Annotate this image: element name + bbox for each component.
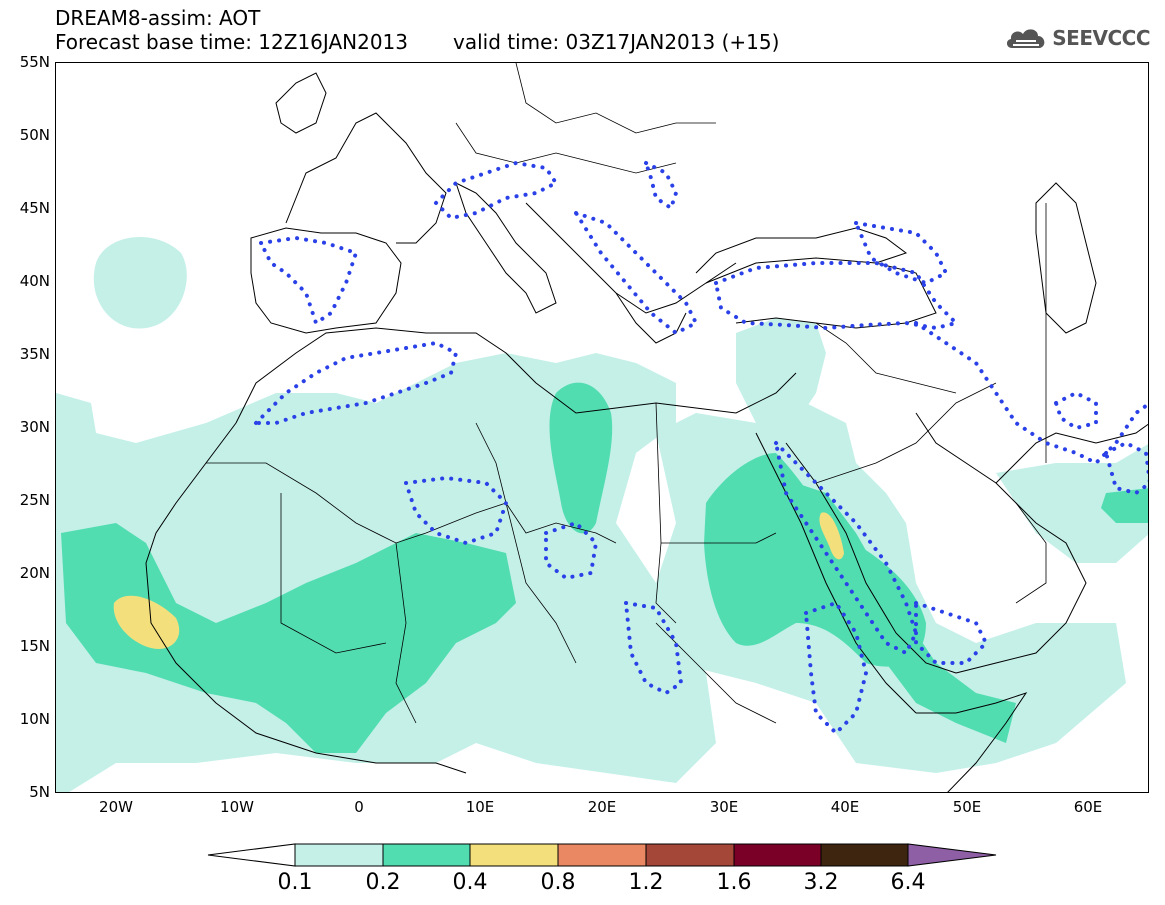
border-7 (395, 542, 417, 724)
border-1 (206, 462, 507, 544)
lat-label: 30N (19, 418, 50, 436)
seevccc-logo: SEEVCCC (1004, 24, 1150, 52)
lat-label: 25N (19, 491, 50, 509)
border-9 (815, 382, 997, 484)
balkans-coast (525, 202, 737, 314)
lon-label: 50E (952, 798, 982, 816)
legend-cell (294, 843, 384, 867)
legend-cell (645, 843, 735, 867)
lat-label: 45N (19, 199, 50, 217)
border-6 (505, 502, 577, 664)
lat-label: 35N (19, 345, 50, 363)
aot-red-sea-high (819, 512, 844, 560)
map-header: DREAM8-assim: AOT Forecast base time: 12… (55, 6, 779, 54)
lat-label: 50N (19, 126, 50, 144)
aot-atlantic-blob (93, 236, 187, 329)
lat-label: 40N (19, 272, 50, 290)
lon-label: 60E (1073, 798, 1103, 816)
coastlines (145, 72, 1148, 792)
lon-label: 20E (587, 798, 617, 816)
aot-libya-medium (549, 382, 613, 534)
france-coast (285, 112, 447, 244)
legend-label: 0.4 (452, 870, 488, 895)
contour-libya-south (544, 520, 599, 581)
aot-red-sea-medium (796, 483, 1016, 743)
lon-label: 40E (830, 798, 860, 816)
contour-balkans (571, 209, 699, 336)
border-13 (455, 122, 677, 174)
legend-cell-above (907, 843, 997, 867)
contour-iran-east (1053, 390, 1098, 431)
lon-label: 30E (709, 798, 739, 816)
caspian-coast (1035, 182, 1097, 334)
legend-cell-below (207, 843, 296, 867)
aot-gulf-medium (1101, 488, 1148, 523)
time-line: Forecast base time: 12Z16JAN2013 valid ti… (55, 30, 779, 54)
legend-label: 0.1 (277, 870, 313, 895)
map-frame (55, 62, 1149, 793)
greece-coast (615, 292, 687, 344)
britain-coast (275, 72, 327, 134)
contour-atlas (251, 340, 459, 425)
legend-label: 1.6 (716, 870, 752, 895)
lon-label: 10E (465, 798, 495, 816)
legend-cell (469, 843, 559, 867)
north-africa-coast (235, 327, 797, 424)
black-sea-coast (695, 227, 908, 274)
lon-label: 20W (99, 798, 133, 816)
contour-ethiopia (803, 600, 869, 736)
legend-label: 3.2 (803, 870, 839, 895)
border-2 (280, 493, 387, 654)
legend-label: 0.2 (365, 870, 401, 895)
lon-label: 0 (354, 798, 364, 816)
aot-band-0-4 (113, 512, 844, 649)
lat-label: 15N (19, 637, 50, 655)
lat-label: 20N (19, 564, 50, 582)
borders (206, 63, 1047, 724)
contour-darfur (623, 600, 684, 696)
contour-iberia (257, 235, 359, 327)
contour-zagros (914, 321, 1148, 466)
legend-label: 0.8 (540, 870, 576, 895)
aot-map (56, 63, 1148, 792)
persian-gulf-coast (995, 423, 1148, 484)
border-5 (661, 532, 777, 544)
border-4 (655, 402, 677, 624)
aot-levant-light (736, 318, 826, 423)
contour-carpathian (642, 159, 679, 212)
lat-label: 10N (19, 710, 50, 728)
legend-label: 6.4 (890, 870, 926, 895)
base-time: Forecast base time: 12Z16JAN2013 (55, 30, 408, 54)
lon-label: 10W (220, 798, 254, 816)
horn-africa-coast (916, 692, 1028, 792)
border-14 (515, 63, 716, 134)
map-title: DREAM8-assim: AOT (55, 6, 261, 30)
border-11 (815, 322, 957, 394)
iberia-coast (250, 227, 402, 334)
arabia-coast (915, 412, 1087, 674)
legend-cell (820, 843, 909, 867)
lat-label: 55N (19, 53, 50, 71)
border-10 (1015, 502, 1047, 604)
logo-text: SEEVCCC (1052, 26, 1150, 50)
cloud-icon (1007, 29, 1045, 48)
red-sea-west-coast (755, 432, 917, 714)
border-3 (475, 422, 617, 544)
legend-cell (733, 843, 822, 867)
italy-coast (455, 182, 557, 314)
contour-yemen (914, 600, 989, 665)
legend-label: 1.2 (628, 870, 664, 895)
lat-label: 5N (29, 783, 50, 801)
color-legend (207, 843, 997, 867)
legend-cell (382, 843, 471, 867)
contour-tibesti (403, 475, 509, 546)
legend-cell (557, 843, 647, 867)
aot-senegal-high (113, 595, 180, 649)
border-8 (655, 622, 777, 724)
turkey-coast (705, 257, 937, 329)
west-africa-coast (145, 422, 467, 774)
contour-alps (433, 160, 559, 221)
dotted-contours (251, 159, 1148, 736)
valid-time: valid time: 03Z17JAN2013 (+15) (453, 30, 780, 54)
